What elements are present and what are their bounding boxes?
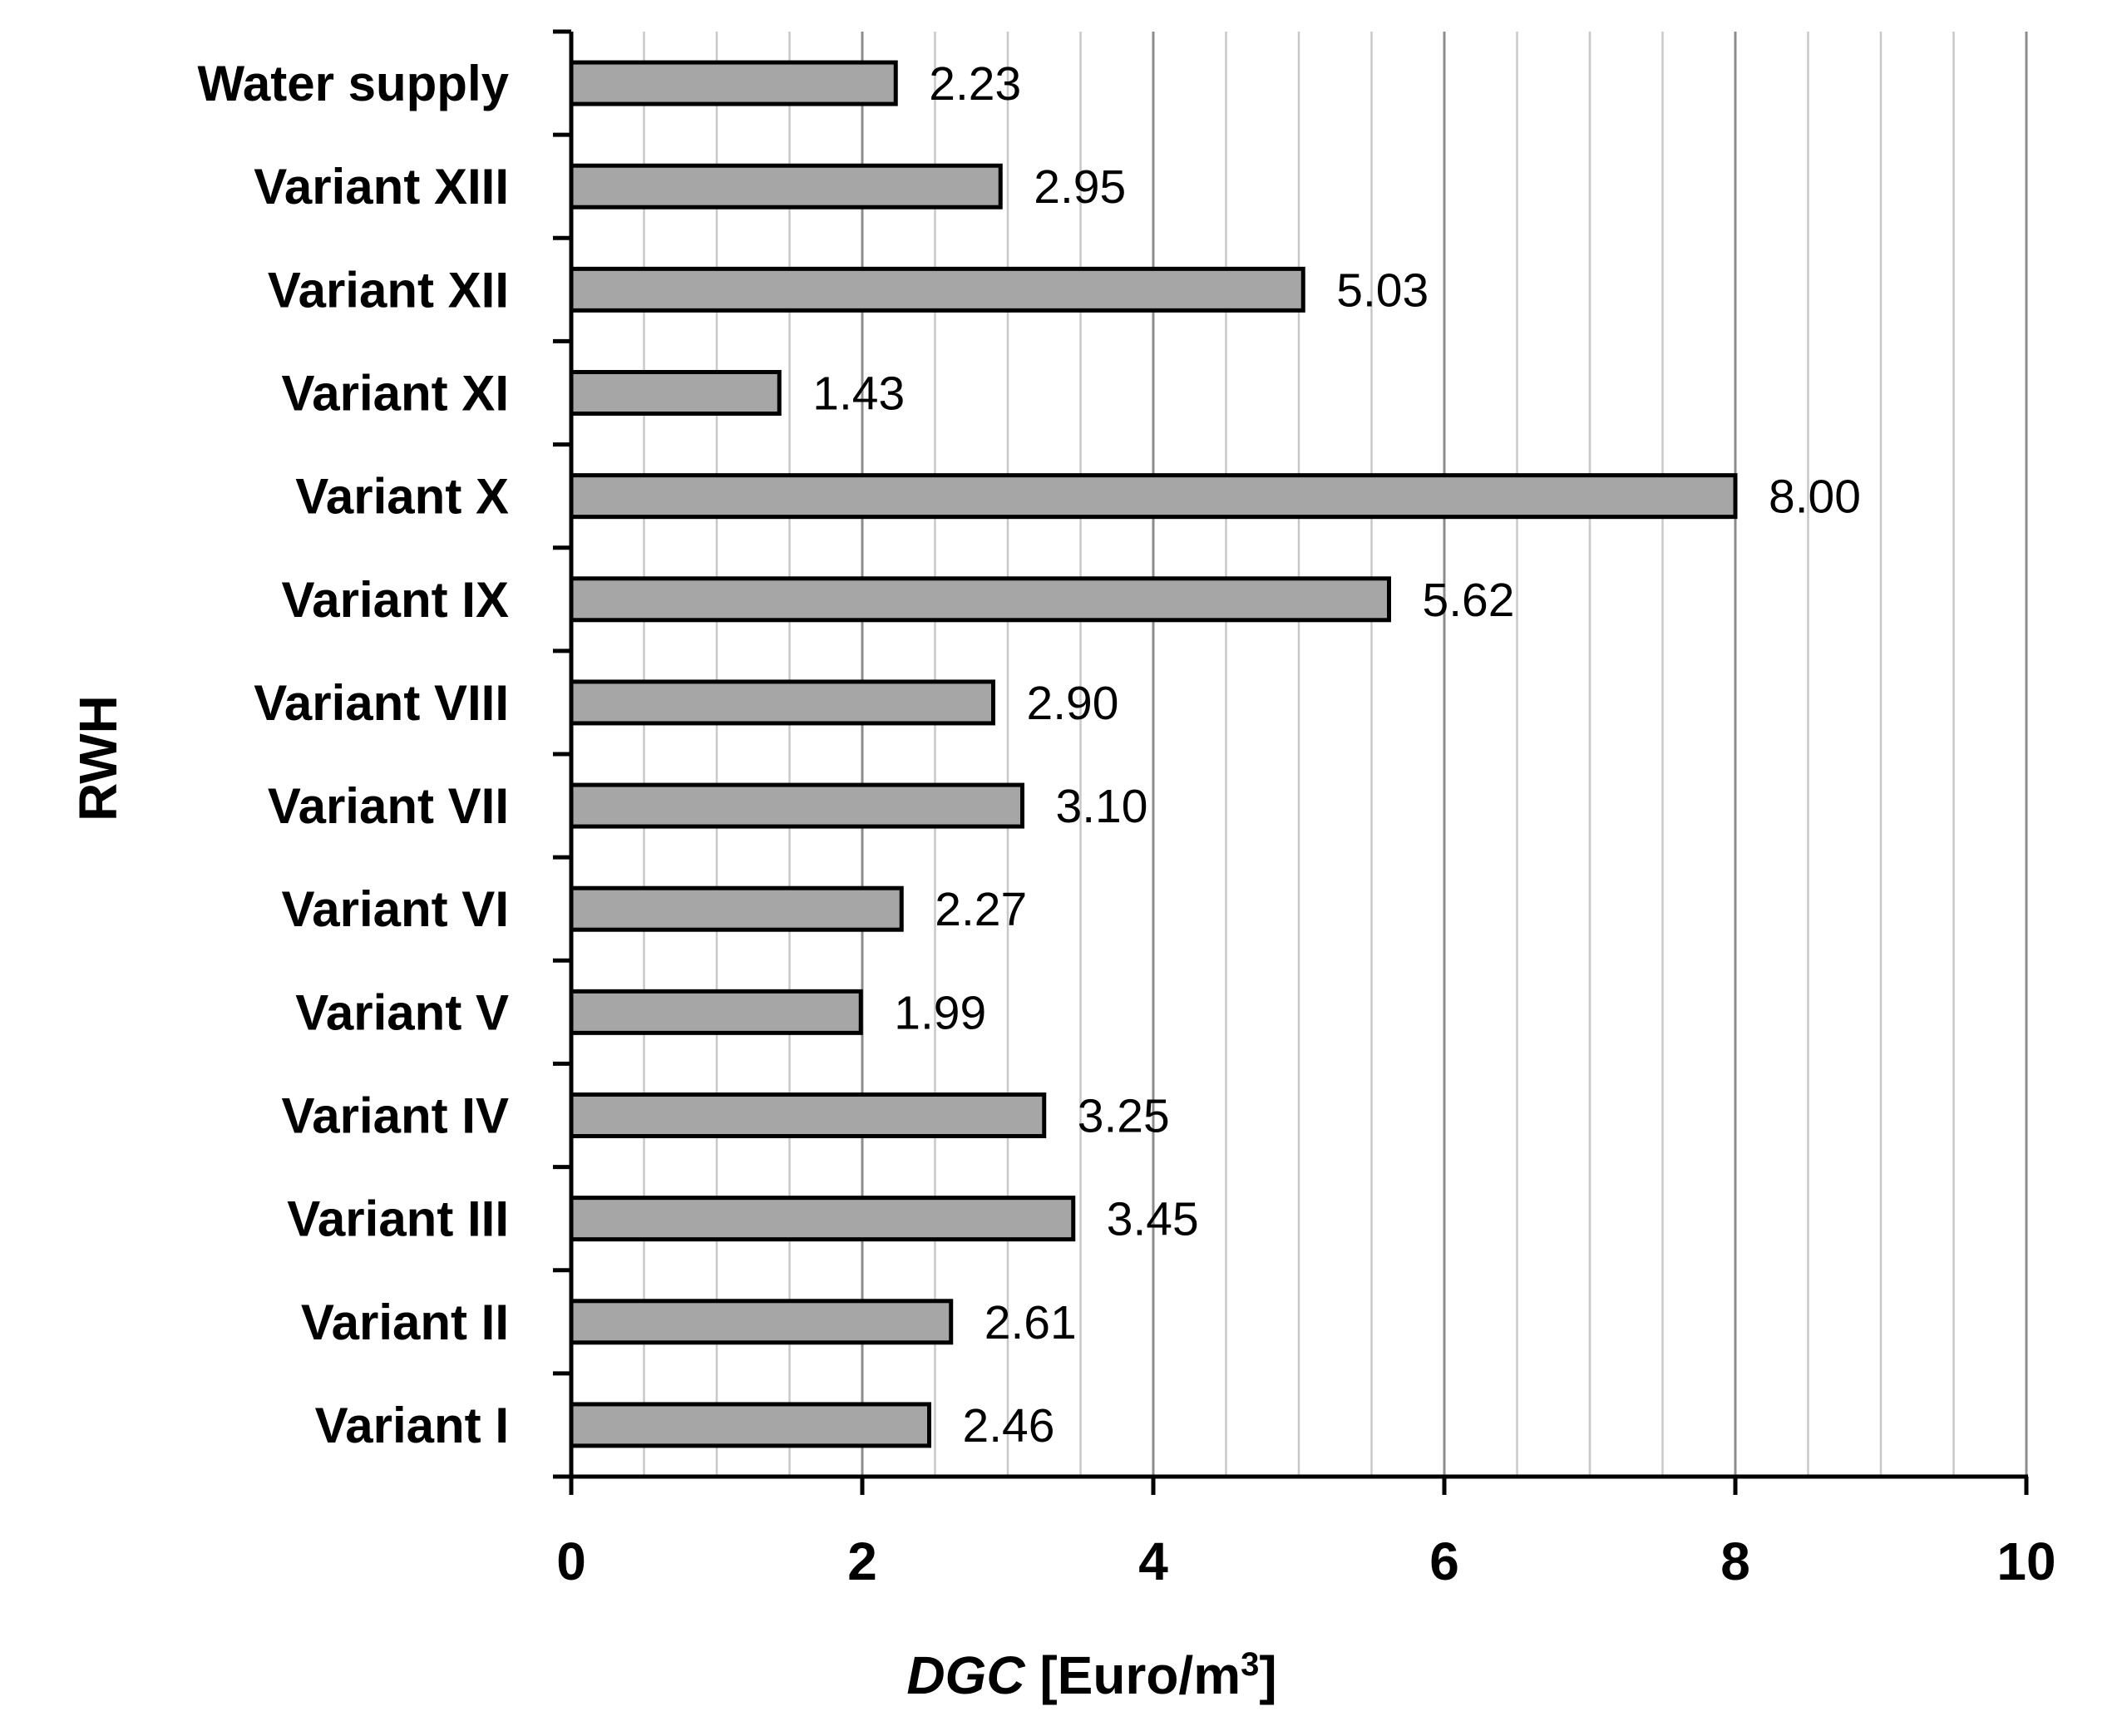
category-label: Variant V [295, 984, 509, 1040]
data-label: 3.10 [1056, 780, 1148, 833]
category-label: Variant XI [282, 366, 509, 422]
data-label: 2.95 [1034, 160, 1126, 214]
axes-layer [553, 29, 2029, 1495]
data-label: 5.03 [1336, 264, 1429, 317]
x-tick-label: 4 [1138, 1531, 1168, 1591]
data-label: 8.00 [1769, 471, 1861, 524]
labels-layer: Water supply 2.23 Variant XIII 2.95 Variant … [197, 56, 2055, 1591]
category-label: Water supply [197, 56, 509, 111]
x-tick-label: 8 [1720, 1531, 1750, 1591]
data-label: 3.25 [1078, 1090, 1170, 1143]
x-axis-title: DGC [Euro/m3] [906, 1645, 1276, 1705]
data-label: 3.45 [1107, 1193, 1199, 1246]
bar [569, 1402, 931, 1448]
category-label: Variant VIII [254, 675, 509, 731]
bar [569, 370, 782, 416]
bar [569, 782, 1024, 829]
data-label: 2.61 [984, 1296, 1077, 1349]
data-label: 5.62 [1423, 574, 1515, 627]
data-label: 2.90 [1027, 677, 1119, 730]
bar [569, 1092, 1047, 1138]
category-label: Variant III [287, 1191, 509, 1247]
bar [569, 989, 863, 1035]
x-tick-label: 10 [1996, 1531, 2055, 1591]
x-axis-title-closing: ] [1259, 1645, 1276, 1705]
data-label: 1.99 [894, 986, 986, 1039]
y-axis-title: RWH [68, 695, 128, 821]
category-label: Variant IV [282, 1088, 509, 1144]
bar [569, 679, 995, 726]
category-label: Variant VI [282, 881, 509, 937]
x-tick-label: 6 [1429, 1531, 1459, 1591]
data-label: 1.43 [812, 367, 905, 421]
bar [569, 60, 898, 106]
bars-layer [569, 60, 1738, 1448]
data-label: 2.27 [935, 883, 1027, 936]
x-axis-title-superscript: 3 [1241, 1646, 1259, 1683]
bar [569, 163, 1003, 210]
category-label: Variant I [315, 1398, 509, 1453]
bar [569, 576, 1391, 623]
bar [569, 473, 1738, 520]
data-label: 2.23 [929, 57, 1021, 111]
category-label: Variant VII [268, 778, 509, 834]
bar [569, 885, 904, 932]
category-label: Variant IX [282, 572, 509, 628]
category-label: Variant XIII [254, 159, 509, 215]
grid-layer [643, 32, 2028, 1477]
x-tick-label: 0 [556, 1531, 586, 1591]
bar [569, 266, 1305, 313]
category-label: Variant II [301, 1295, 509, 1350]
bar [569, 1299, 954, 1345]
x-axis-title-italic: DGC [906, 1645, 1025, 1705]
x-tick-label: 2 [847, 1531, 877, 1591]
bar [569, 1196, 1076, 1242]
category-label: Variant X [295, 469, 509, 525]
x-axis-title-unit: [Euro/m [1025, 1645, 1241, 1705]
data-label: 2.46 [963, 1399, 1055, 1452]
category-label: Variant XII [268, 262, 509, 318]
